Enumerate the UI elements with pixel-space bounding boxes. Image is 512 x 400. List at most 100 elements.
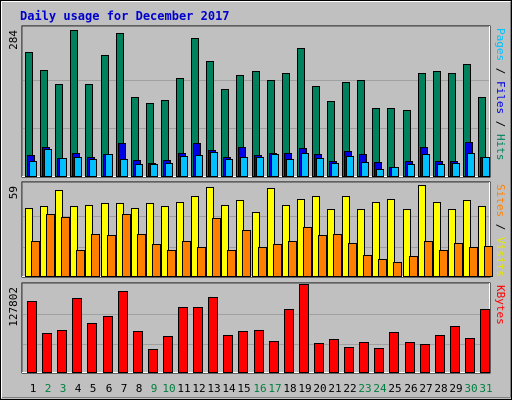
bar-sites (288, 241, 297, 277)
bar-kbytes (163, 336, 173, 373)
bar-pages (422, 154, 430, 177)
bar-visits (463, 200, 471, 277)
bar-visits (191, 196, 199, 277)
day-label: 4 (75, 382, 82, 395)
bar-pages (301, 153, 309, 177)
bar-pages (286, 159, 294, 177)
bar-kbytes (57, 330, 67, 373)
day-label: 14 (222, 382, 236, 395)
bar-kbytes (420, 344, 430, 373)
legend-kbytes: KBytes (494, 285, 507, 325)
bar-visits (176, 202, 184, 277)
day-label: 23 (358, 382, 371, 395)
bar-pages (180, 156, 188, 177)
bar-pages (120, 159, 128, 177)
bar-sites (469, 247, 478, 277)
bar-kbytes (269, 341, 279, 373)
bar-kbytes (208, 297, 218, 373)
bar-sites (167, 250, 176, 277)
bar-kbytes (87, 323, 97, 373)
bar-kbytes (238, 331, 248, 373)
bar-kbytes (72, 298, 82, 373)
bar-sites (378, 259, 387, 277)
bar-hits (387, 108, 395, 177)
day-label: 19 (298, 382, 311, 395)
day-label: 21 (328, 382, 341, 395)
bar-pages (376, 169, 384, 177)
day-label: 25 (388, 382, 401, 395)
max-label-visits-sites: 59 (7, 186, 20, 199)
bar-kbytes (103, 316, 113, 373)
bar-sites (393, 262, 402, 277)
day-label: 2 (45, 382, 52, 395)
bar-sites (333, 234, 342, 277)
bar-pages (271, 154, 279, 177)
bar-sites (439, 250, 448, 277)
bar-pages (135, 164, 143, 177)
bar-kbytes (178, 307, 188, 373)
bar-kbytes (450, 326, 460, 373)
bar-sites (137, 234, 146, 277)
bar-sites (31, 241, 40, 277)
bar-visits (70, 206, 78, 277)
day-label: 22 (343, 382, 356, 395)
bar-pages (316, 158, 324, 177)
bar-kbytes (193, 307, 203, 373)
bar-sites (409, 256, 418, 277)
bar-visits (403, 209, 411, 277)
bar-kbytes (223, 335, 233, 373)
legend-entry: Hits (494, 134, 507, 161)
bar-visits (146, 203, 154, 277)
day-label: 24 (373, 382, 387, 395)
bar-visits (252, 212, 260, 277)
bar-kbytes (299, 284, 309, 373)
bar-sites (182, 241, 191, 277)
bar-hits (433, 71, 441, 177)
bar-kbytes (374, 348, 384, 373)
bar-pages (346, 156, 354, 177)
day-label: 15 (237, 382, 250, 395)
bar-kbytes (329, 339, 339, 373)
bar-pages (74, 157, 82, 177)
bar-pages (467, 153, 475, 177)
legend-entry: Files (494, 81, 507, 114)
bar-pages (150, 164, 158, 177)
day-label: 28 (434, 382, 447, 395)
bar-pages (256, 157, 264, 177)
bar-pages (437, 164, 445, 177)
bar-kbytes (284, 309, 294, 373)
bar-sites (46, 214, 55, 277)
bar-kbytes (359, 342, 369, 373)
bar-visits (267, 188, 275, 277)
bar-sites (454, 243, 463, 277)
bar-kbytes (314, 343, 324, 373)
day-label: 5 (90, 382, 97, 395)
bar-kbytes (389, 332, 399, 373)
bar-pages (165, 163, 173, 177)
day-label: 12 (192, 382, 205, 395)
legend-entry: / (494, 114, 507, 134)
bar-pages (331, 163, 339, 177)
max-label-kbytes: 127802 (7, 287, 20, 327)
day-label: 1 (30, 382, 37, 395)
day-label: 20 (313, 382, 326, 395)
day-label: 29 (449, 382, 462, 395)
day-label: 18 (283, 382, 296, 395)
legend-entry: / (494, 61, 507, 81)
day-label: 31 (479, 382, 492, 395)
day-label: 6 (106, 382, 113, 395)
bar-pages (44, 149, 52, 177)
bar-sites (76, 250, 85, 277)
bar-kbytes (480, 309, 490, 373)
day-label: 7 (121, 382, 128, 395)
bar-visits (387, 199, 395, 277)
bar-kbytes (254, 330, 264, 373)
legend-hits-files-pages: Pages / Files / Hits (494, 28, 507, 161)
bar-sites (91, 234, 100, 277)
bar-visits (433, 202, 441, 277)
bar-kbytes (148, 349, 158, 373)
day-label: 26 (404, 382, 417, 395)
bar-sites (318, 235, 327, 277)
bar-sites (363, 255, 372, 277)
